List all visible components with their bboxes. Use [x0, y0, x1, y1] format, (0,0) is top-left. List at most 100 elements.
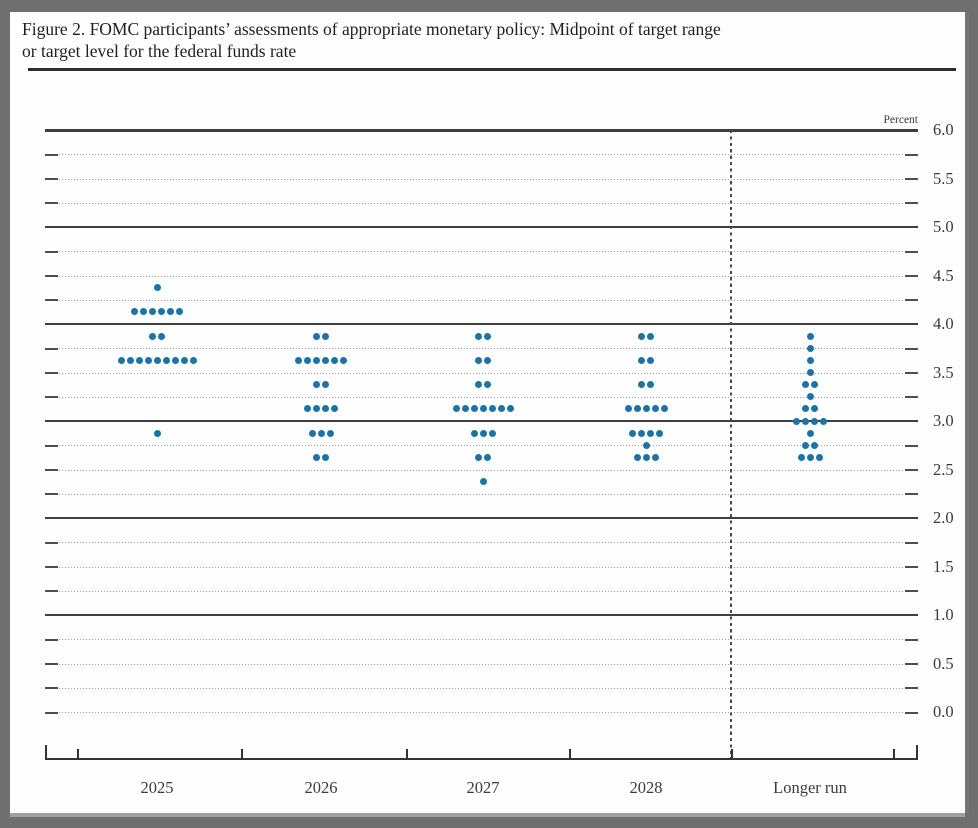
projection-dot: [484, 381, 491, 389]
x-axis-section-tick: [731, 749, 733, 758]
gridline-end-dash-right: [905, 347, 918, 350]
projection-dot: [656, 429, 663, 437]
projection-dot: [660, 405, 668, 413]
gridline-end-dash-right: [905, 469, 918, 471]
projection-dot: [313, 332, 320, 340]
projection-dot: [624, 405, 632, 413]
projection-dot: [135, 356, 143, 364]
projection-dot: [497, 405, 505, 413]
projection-dot: [295, 356, 302, 364]
gridline-dotted: [59, 469, 904, 472]
gridline-solid: [45, 226, 918, 228]
projection-dot: [484, 453, 491, 461]
projection-dot: [651, 405, 659, 413]
projection-dot: [642, 453, 650, 461]
y-tick-label: 4.5: [933, 265, 954, 285]
gridline-solid: [45, 517, 918, 519]
projection-dot: [461, 405, 469, 413]
projection-dot: [802, 381, 809, 389]
x-category-label: Longer run: [773, 778, 847, 797]
projection-dot: [475, 381, 482, 389]
projection-dot: [488, 405, 496, 413]
projection-dot: [162, 356, 170, 364]
x-axis-line: [45, 758, 918, 760]
projection-dot: [322, 381, 329, 389]
projection-dot: [304, 405, 311, 413]
projection-dot: [340, 356, 347, 364]
projection-dot: [806, 393, 814, 401]
gridline-end-dash-right: [905, 396, 918, 399]
projection-dot: [638, 332, 645, 340]
gridline-end-dash-right: [905, 687, 918, 690]
projection-dot: [820, 417, 827, 425]
gridline-dotted: [59, 396, 904, 399]
gridline-end-dash-right: [905, 299, 918, 302]
projection-dot: [642, 441, 650, 449]
y-tick-label: 1.0: [933, 605, 954, 624]
projection-dot: [153, 356, 161, 364]
projection-dot: [633, 453, 641, 461]
gridline-dotted: [59, 372, 904, 375]
projection-dot: [140, 308, 147, 316]
projection-dot: [651, 453, 659, 461]
projection-dot: [638, 381, 645, 389]
title-rule: [28, 68, 956, 71]
dot-plot-chart: Percent 6.0 5.5 5.0 4.5 4.0 3.5 3.0 2.5 2.0 1.5 1.…: [10, 12, 965, 813]
gridline-end-dash-left: [45, 396, 58, 399]
projection-dot: [484, 356, 491, 364]
x-axis-section-tick: [893, 749, 895, 758]
gridline-end-dash-right: [905, 153, 918, 156]
projection-dot: [308, 429, 316, 437]
gridline-solid: [45, 129, 918, 132]
gridline-dotted: [59, 590, 904, 593]
projection-dot: [806, 369, 814, 376]
projection-dot: [117, 356, 125, 364]
gridline-end-dash-left: [45, 541, 58, 544]
gridline-end-dash-right: [905, 566, 918, 568]
gridline-dotted: [59, 348, 904, 351]
projection-dot: [484, 332, 491, 340]
gridline-end-dash-left: [45, 275, 58, 277]
gridline-end-dash-right: [905, 638, 918, 641]
projection-dot: [797, 453, 805, 461]
projection-dot: [149, 308, 156, 316]
x-axis-endcap-right: [916, 745, 918, 760]
gridline-end-dash-right: [905, 590, 918, 593]
gridline-dotted: [59, 251, 904, 254]
gridline-solid: [45, 614, 918, 616]
y-axis-unit-label: Percent: [883, 114, 918, 126]
x-category-label: 2026: [304, 778, 338, 797]
gridline-dotted: [59, 542, 904, 545]
projection-dot: [475, 453, 482, 461]
gridline-dotted: [59, 639, 904, 642]
projection-dot: [158, 332, 165, 340]
gridline-dotted: [59, 687, 904, 690]
gridline-end-dash-right: [905, 493, 918, 496]
projection-dot: [811, 405, 818, 413]
projection-dot: [638, 356, 645, 364]
projection-dot: [313, 356, 320, 364]
projection-dot: [647, 356, 654, 364]
projection-dot: [470, 405, 478, 413]
y-tick-label: 1.5: [933, 556, 954, 576]
projection-dot: [811, 441, 818, 449]
projection-dot: [317, 429, 325, 437]
projection-dot: [506, 405, 514, 413]
gridline-end-dash-left: [45, 299, 58, 302]
projection-dot: [322, 332, 329, 340]
projection-dot: [149, 332, 156, 340]
x-category-label: 2028: [629, 778, 663, 797]
y-tick-label: 0.5: [933, 653, 954, 673]
projection-dot: [802, 441, 809, 449]
y-tick-label: 5.5: [933, 168, 954, 188]
x-axis-section-tick: [241, 749, 243, 758]
gridline-end-dash-left: [45, 687, 58, 690]
projection-dot: [638, 429, 645, 437]
longer-run-separator-line: [730, 130, 732, 760]
gridline-solid: [45, 323, 918, 325]
projection-dot: [488, 429, 496, 437]
projection-dot: [158, 308, 165, 316]
projection-dot: [479, 405, 487, 413]
gridline-end-dash-right: [905, 541, 918, 544]
y-tick-label: 4.0: [933, 314, 954, 333]
